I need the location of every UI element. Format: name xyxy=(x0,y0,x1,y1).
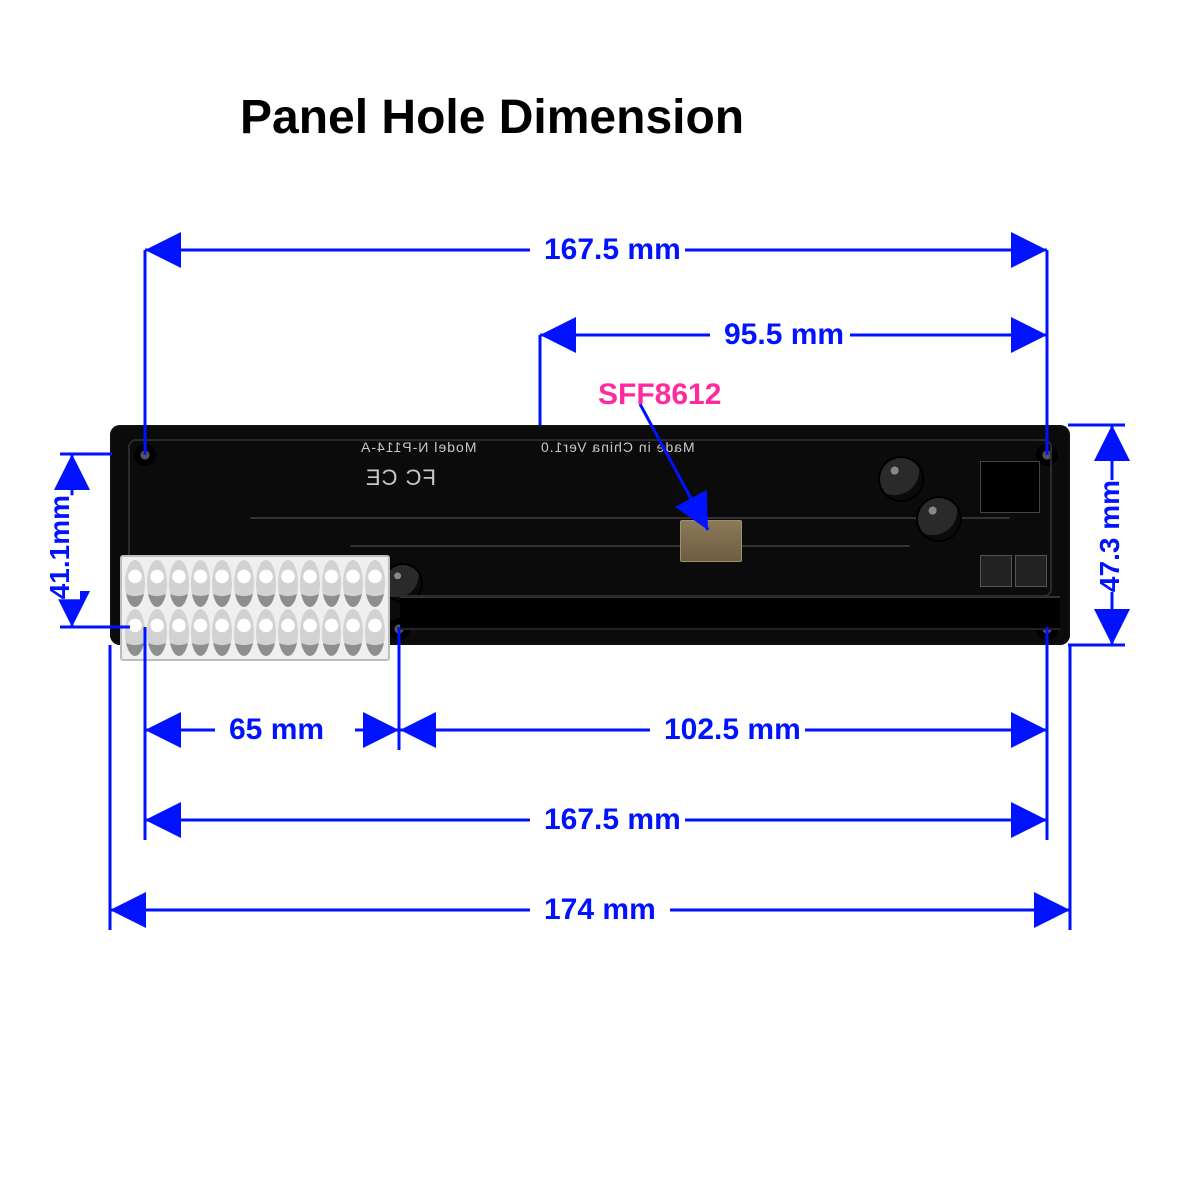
capacitor xyxy=(880,458,922,500)
dim-label: 65 mm xyxy=(225,713,328,747)
pcb-trace xyxy=(250,517,1010,519)
sff-callout-label: SFF8612 xyxy=(598,378,721,412)
dim-label: 167.5 mm xyxy=(540,803,685,837)
sff8612-connector xyxy=(680,520,742,562)
dim-label: 95.5 mm xyxy=(720,318,848,352)
pcb-trace xyxy=(350,545,910,547)
pcie-slot xyxy=(400,596,1060,630)
silkscreen-made: Made in China Ver1.0 xyxy=(540,439,695,455)
atx-24pin-connector xyxy=(120,555,390,661)
silkscreen-model: Model N-P114-A xyxy=(360,439,476,455)
diagram-stage: Panel Hole Dimension Model N-P114-A Made… xyxy=(0,0,1200,1200)
smd-component xyxy=(980,461,1040,513)
dim-label: 47.3 mm xyxy=(1090,480,1130,592)
silkscreen-fcc-ce: FC CE xyxy=(365,465,436,491)
dim-label: 174 mm xyxy=(540,893,660,927)
diagram-title: Panel Hole Dimension xyxy=(240,90,744,145)
smd-component xyxy=(1015,555,1047,587)
smd-component xyxy=(980,555,1012,587)
dim-label: 41.1mm xyxy=(40,495,80,599)
mounting-hole xyxy=(134,444,156,466)
capacitor xyxy=(918,498,960,540)
dim-label: 167.5 mm xyxy=(540,233,685,267)
dim-label: 102.5 mm xyxy=(660,713,805,747)
